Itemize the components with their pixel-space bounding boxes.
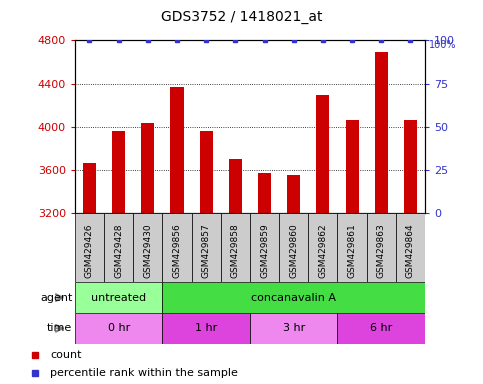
Bar [229, 159, 242, 213]
Bar [83, 164, 96, 213]
Text: GSM429862: GSM429862 [318, 223, 327, 278]
Bar [162, 282, 425, 313]
Text: 1 hr: 1 hr [195, 323, 217, 333]
Bar [308, 213, 338, 282]
Bar [75, 313, 162, 344]
Text: GSM429861: GSM429861 [348, 223, 356, 278]
Bar [133, 213, 162, 282]
Text: count: count [50, 350, 82, 360]
Text: percentile rank within the sample: percentile rank within the sample [50, 368, 238, 378]
Bar [338, 313, 425, 344]
Text: GSM429856: GSM429856 [172, 223, 182, 278]
Text: 0 hr: 0 hr [108, 323, 130, 333]
Bar [75, 213, 104, 282]
Bar [287, 175, 300, 213]
Bar [199, 131, 213, 213]
Bar [250, 313, 338, 344]
Bar [367, 213, 396, 282]
Text: GSM429428: GSM429428 [114, 223, 123, 278]
Text: GSM429426: GSM429426 [85, 223, 94, 278]
Bar [316, 95, 329, 213]
Text: GSM429864: GSM429864 [406, 223, 415, 278]
Text: GSM429858: GSM429858 [231, 223, 240, 278]
Bar [112, 131, 125, 213]
Text: GSM429430: GSM429430 [143, 223, 152, 278]
Text: GSM429863: GSM429863 [377, 223, 386, 278]
Bar [141, 124, 155, 213]
Text: untreated: untreated [91, 293, 146, 303]
Text: agent: agent [40, 293, 72, 303]
Bar [345, 120, 359, 213]
Bar [162, 313, 250, 344]
Text: GSM429859: GSM429859 [260, 223, 269, 278]
Bar [192, 213, 221, 282]
Bar [104, 213, 133, 282]
Bar [170, 87, 184, 213]
Text: GSM429860: GSM429860 [289, 223, 298, 278]
Bar [250, 213, 279, 282]
Text: 3 hr: 3 hr [283, 323, 305, 333]
Text: time: time [47, 323, 72, 333]
Bar [375, 52, 388, 213]
Bar [279, 213, 308, 282]
Bar [162, 213, 192, 282]
Text: GSM429857: GSM429857 [202, 223, 211, 278]
Text: 6 hr: 6 hr [370, 323, 392, 333]
Bar [338, 213, 367, 282]
Bar [75, 282, 162, 313]
Bar [221, 213, 250, 282]
Text: GDS3752 / 1418021_at: GDS3752 / 1418021_at [161, 10, 322, 23]
Text: 100%: 100% [428, 40, 456, 50]
Bar [404, 120, 417, 213]
Bar [396, 213, 425, 282]
Bar [258, 173, 271, 213]
Text: concanavalin A: concanavalin A [251, 293, 336, 303]
